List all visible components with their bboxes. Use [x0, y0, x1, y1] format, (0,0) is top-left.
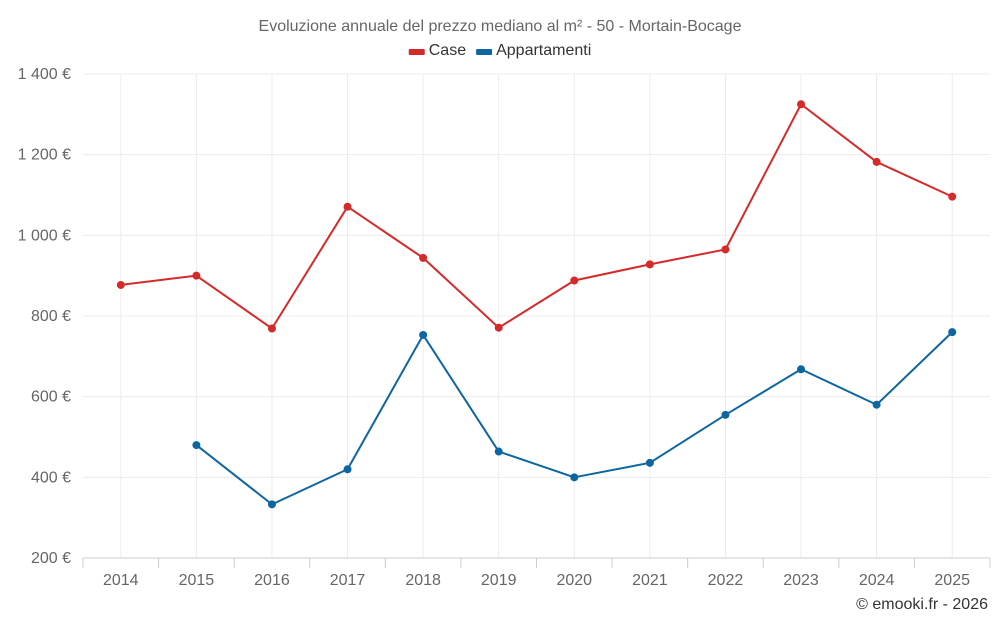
y-tick-label: 800 € [31, 308, 71, 325]
data-point-case[interactable] [267, 324, 276, 333]
x-tick-label: 2018 [405, 572, 441, 589]
data-point-case[interactable] [721, 245, 730, 254]
data-point-case[interactable] [192, 271, 201, 280]
y-tick-label: 1 400 € [18, 66, 71, 83]
y-tick-label: 1 200 € [18, 147, 71, 164]
y-tick-label: 200 € [31, 550, 71, 567]
legend-swatch [408, 49, 425, 55]
data-point-appartamenti[interactable] [721, 410, 730, 419]
data-point-appartamenti[interactable] [797, 365, 806, 374]
data-point-case[interactable] [116, 280, 125, 289]
series-line-case [119, 103, 954, 330]
data-point-case[interactable] [872, 157, 881, 166]
x-tick-label: 2019 [481, 572, 517, 589]
data-point-case[interactable] [343, 202, 352, 211]
axes: 200 € 400 € 600 € 800 € 1 000 € 1 200 € 1 400 … [18, 66, 991, 589]
legend-label: Case [429, 42, 466, 59]
x-tick-label: 2015 [179, 572, 215, 589]
credit-text: © emooki.fr - 2026 [856, 596, 988, 613]
legend-swatch [476, 49, 493, 55]
legend-label: Appartamenti [496, 42, 591, 59]
data-point-appartamenti[interactable] [267, 500, 276, 509]
data-point-appartamenti[interactable] [494, 447, 503, 456]
data-point-case[interactable] [570, 276, 579, 285]
chart-title: Evoluzione annuale del prezzo mediano al… [259, 18, 742, 35]
grid [83, 73, 990, 558]
x-tick-label: 2017 [330, 572, 366, 589]
data-point-case[interactable] [797, 100, 806, 109]
data-point-case[interactable] [494, 323, 503, 332]
legend-item[interactable]: Case [408, 42, 466, 59]
data-point-appartamenti[interactable] [872, 400, 881, 409]
data-point-appartamenti[interactable] [645, 458, 654, 467]
data-point-appartamenti[interactable] [419, 330, 428, 339]
x-tick-label: 2020 [556, 572, 592, 589]
x-tick-label: 2014 [103, 572, 139, 589]
x-tick-label: 2021 [632, 572, 668, 589]
data-point-appartamenti[interactable] [192, 441, 201, 450]
legend: Case Appartamenti [408, 42, 591, 59]
y-tick-label: 400 € [31, 469, 71, 486]
y-tick-label: 1 000 € [18, 227, 71, 244]
y-tick-label: 600 € [31, 389, 71, 406]
x-tick-label: 2025 [934, 572, 970, 589]
data-point-appartamenti[interactable] [948, 328, 957, 337]
data-point-appartamenti[interactable] [343, 465, 352, 474]
x-tick-label: 2022 [708, 572, 744, 589]
x-tick-label: 2024 [859, 572, 895, 589]
data-point-case[interactable] [419, 253, 428, 262]
x-tick-label: 2023 [783, 572, 819, 589]
legend-item[interactable]: Appartamenti [476, 42, 591, 59]
x-tick-label: 2016 [254, 572, 290, 589]
data-point-case[interactable] [948, 192, 957, 201]
series-layer [116, 100, 957, 509]
data-point-appartamenti[interactable] [570, 473, 579, 482]
data-point-case[interactable] [645, 260, 654, 269]
